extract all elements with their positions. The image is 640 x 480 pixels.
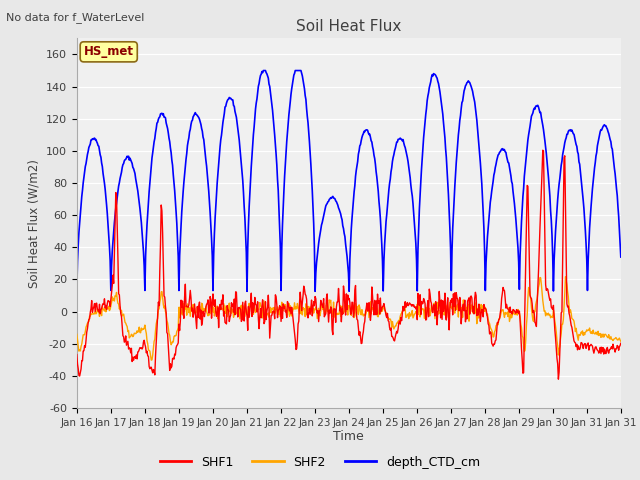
SHF1 bbox=[539, 147, 547, 153]
SHF1 bbox=[237, 307, 244, 312]
Text: HS_met: HS_met bbox=[84, 45, 134, 59]
depth_CTD_cm bbox=[137, 213, 145, 218]
SHF2 bbox=[137, 330, 145, 336]
SHF2 bbox=[285, 300, 292, 306]
SHF1 bbox=[554, 376, 562, 382]
depth_CTD_cm bbox=[406, 175, 414, 180]
SHF2 bbox=[617, 338, 625, 344]
Line: depth_CTD_cm: depth_CTD_cm bbox=[77, 71, 621, 291]
SHF2 bbox=[237, 302, 245, 308]
SHF1 bbox=[435, 288, 443, 294]
SHF1 bbox=[617, 340, 625, 346]
SHF1 bbox=[284, 301, 292, 307]
SHF1 bbox=[73, 352, 81, 358]
X-axis label: Time: Time bbox=[333, 431, 364, 444]
depth_CTD_cm bbox=[617, 254, 625, 260]
Line: SHF1: SHF1 bbox=[77, 150, 621, 379]
depth_CTD_cm bbox=[285, 112, 292, 118]
depth_CTD_cm bbox=[264, 75, 272, 81]
depth_CTD_cm bbox=[73, 288, 81, 293]
Legend: SHF1, SHF2, depth_CTD_cm: SHF1, SHF2, depth_CTD_cm bbox=[155, 451, 485, 474]
Title: Soil Heat Flux: Soil Heat Flux bbox=[296, 20, 401, 35]
SHF2 bbox=[406, 310, 413, 315]
Y-axis label: Soil Heat Flux (W/m2): Soil Heat Flux (W/m2) bbox=[28, 159, 40, 288]
depth_CTD_cm bbox=[259, 68, 267, 73]
depth_CTD_cm bbox=[237, 152, 244, 158]
SHF2 bbox=[562, 274, 570, 279]
SHF1 bbox=[137, 345, 145, 351]
Line: SHF2: SHF2 bbox=[77, 276, 621, 360]
SHF2 bbox=[264, 310, 272, 316]
depth_CTD_cm bbox=[437, 95, 445, 100]
SHF2 bbox=[147, 357, 155, 363]
SHF1 bbox=[405, 302, 413, 308]
depth_CTD_cm bbox=[311, 288, 319, 294]
SHF2 bbox=[436, 310, 444, 316]
SHF2 bbox=[73, 331, 81, 337]
SHF1 bbox=[264, 304, 271, 310]
Text: No data for f_WaterLevel: No data for f_WaterLevel bbox=[6, 12, 145, 23]
